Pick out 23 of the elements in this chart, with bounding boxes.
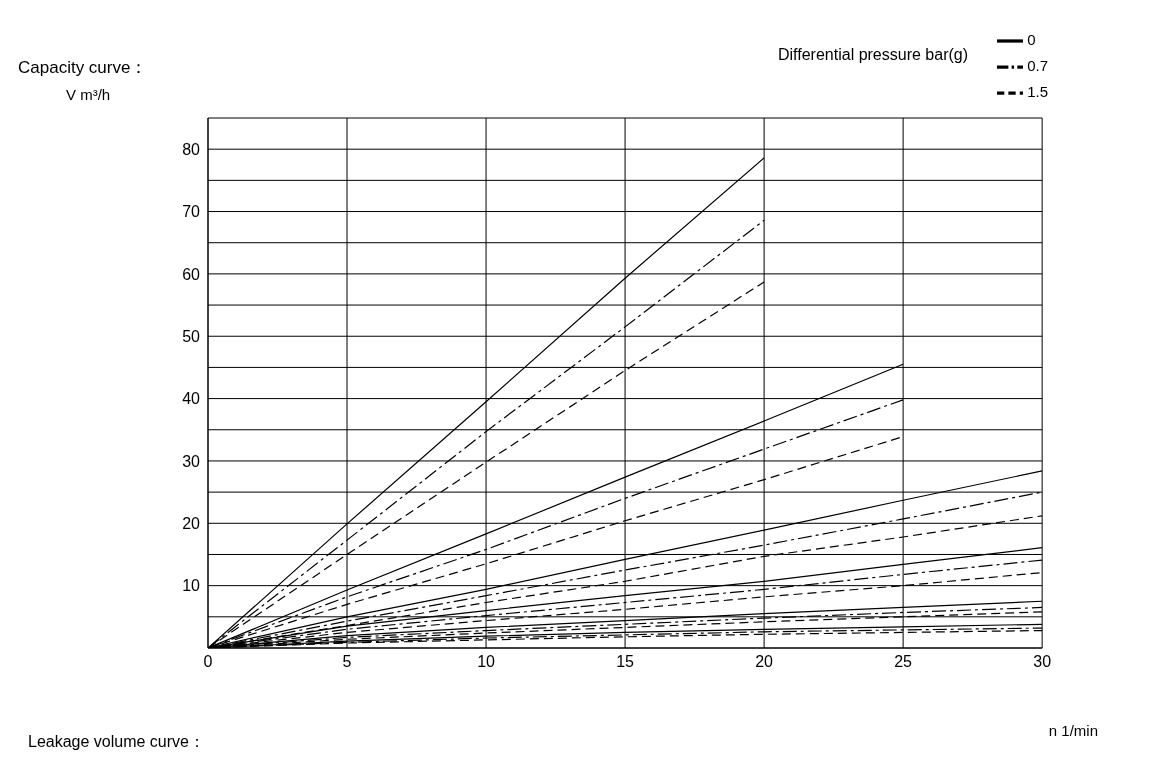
legend-title: Differential pressure bar(g) (778, 45, 969, 65)
y-tick-label: 30 (182, 452, 201, 470)
x-tick-label: 30 (1033, 653, 1052, 671)
x-tick-label: 15 (616, 653, 635, 671)
x-tick-label: 25 (894, 653, 913, 671)
chart-title: Capacity curve： (18, 57, 148, 79)
legend-label: 1.5 (1027, 82, 1048, 100)
x-tick-label: 20 (755, 653, 774, 671)
x-axis-title: n 1/min (1048, 722, 1098, 739)
legend-label: 0.7 (1027, 56, 1048, 74)
y-tick-label: 50 (182, 327, 201, 345)
y-axis-title: V m³/h (66, 86, 111, 103)
x-tick-label: 0 (203, 653, 213, 671)
text: Leakage volume curve： (28, 732, 205, 752)
y-tick-label: 10 (182, 577, 201, 595)
y-tick-label: 40 (182, 390, 201, 408)
x-tick-label: 5 (342, 653, 352, 671)
y-tick-label: 70 (182, 203, 201, 221)
y-tick-label: 60 (182, 265, 201, 283)
y-tick-label: 80 (182, 140, 201, 158)
legend-label: 0 (1027, 30, 1036, 48)
y-tick-label: 20 (182, 514, 201, 532)
x-tick-label: 10 (477, 653, 496, 671)
